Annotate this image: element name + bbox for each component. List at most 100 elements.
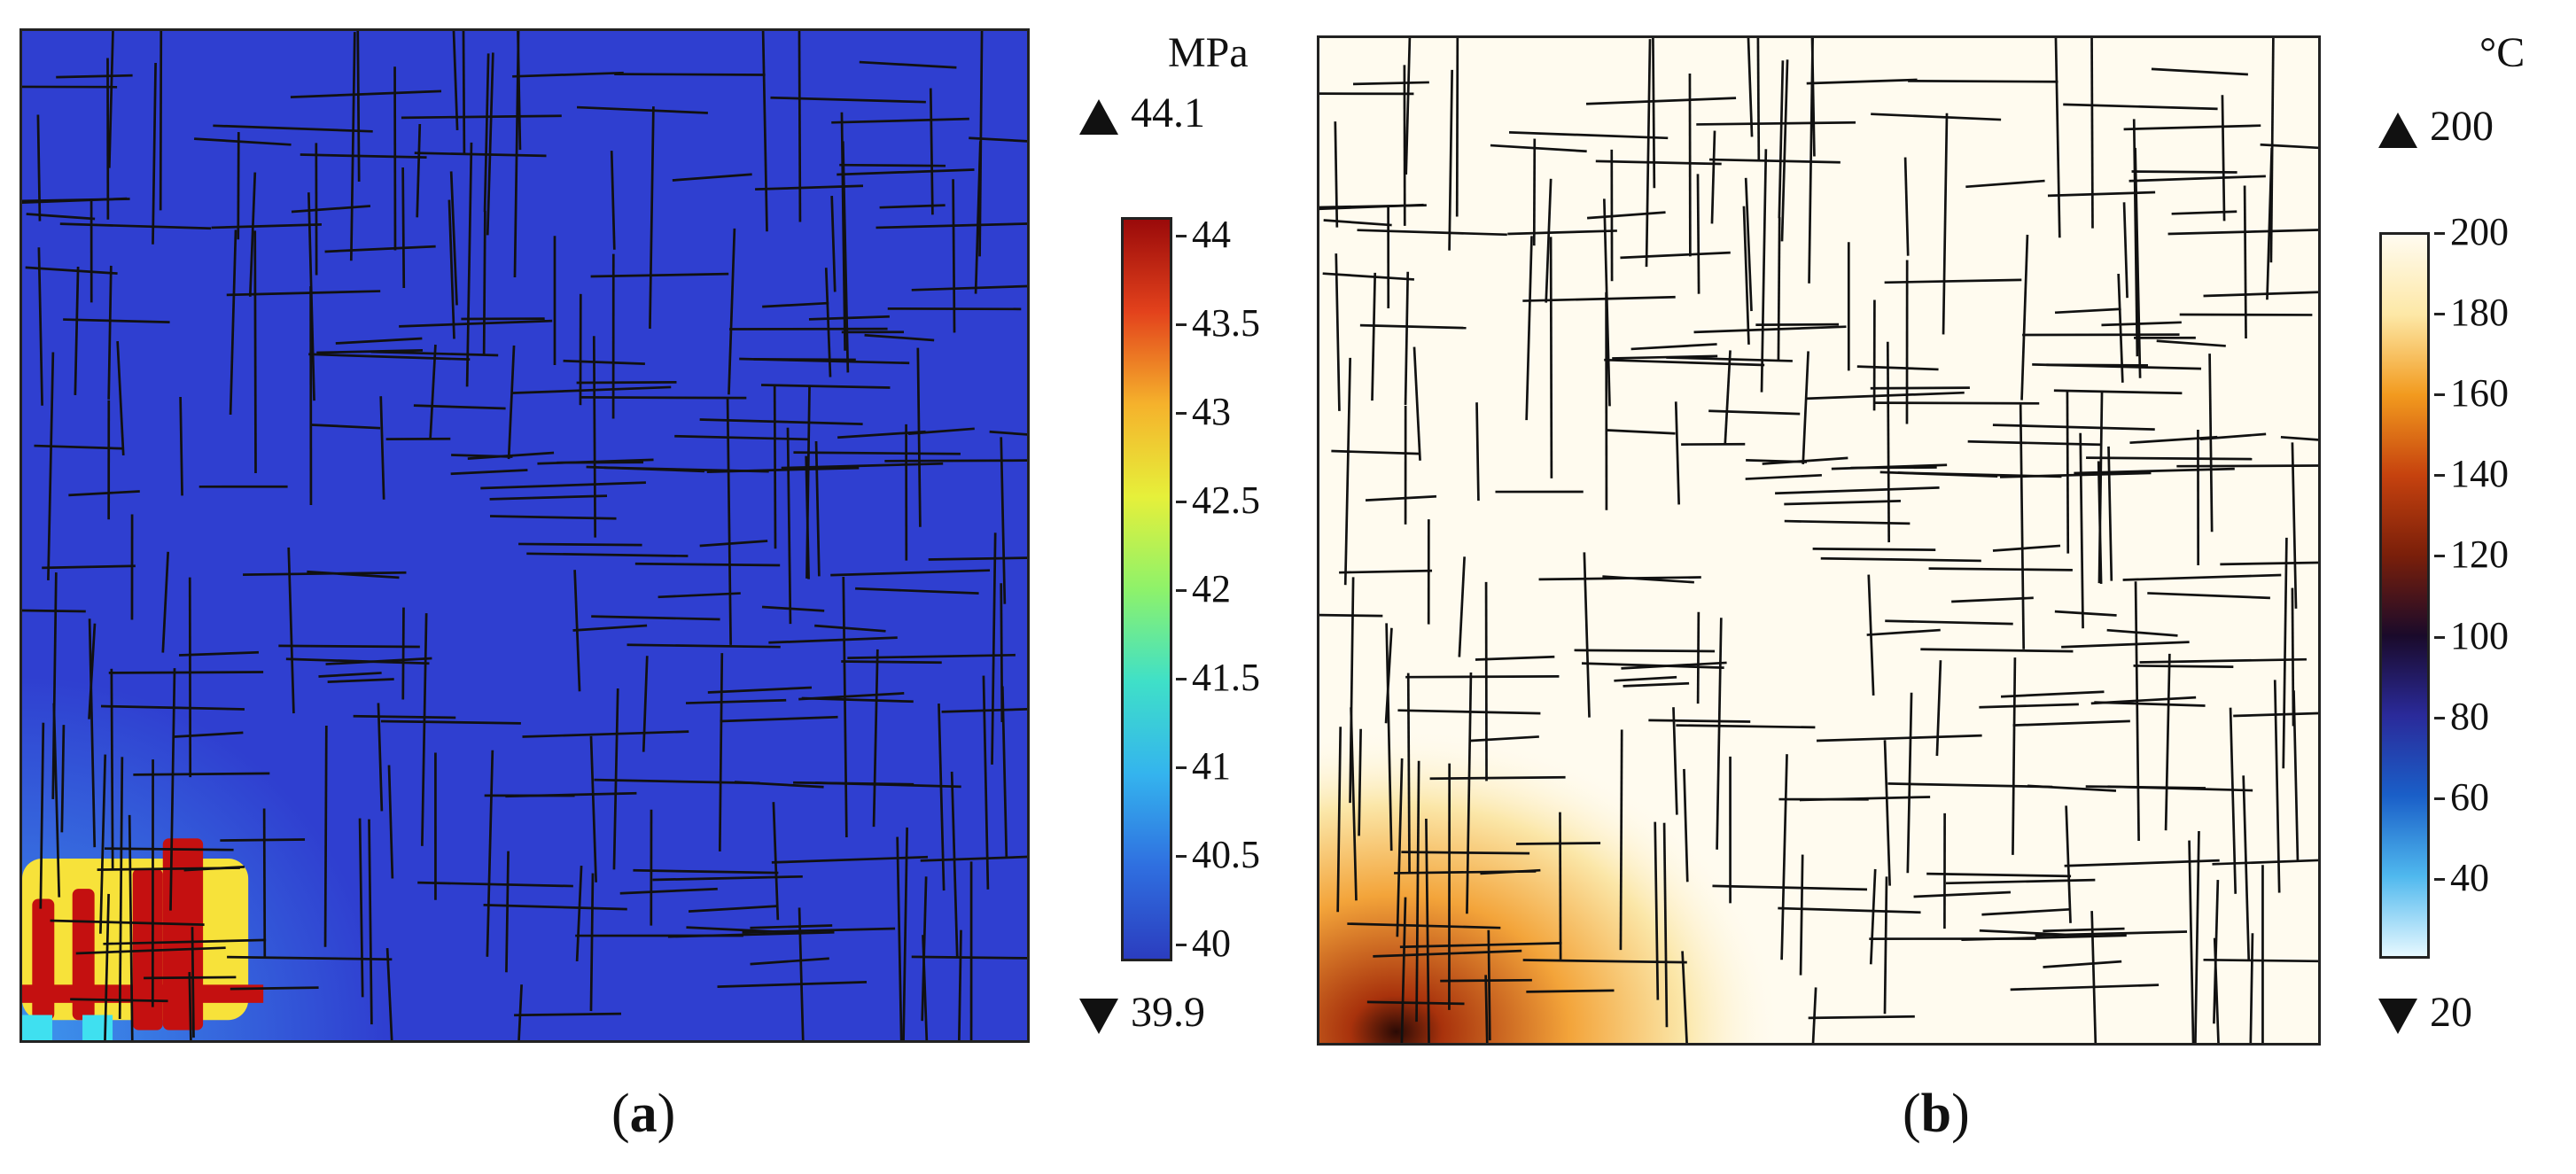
fracture-line: [2269, 38, 2275, 263]
fracture-line: [576, 381, 677, 385]
fracture-line: [768, 636, 898, 644]
fracture-line: [1812, 548, 1936, 551]
panel-a: MPa 44.1 44 43.5 43 42.5 42 41.5 41 40.5 40 39.9…: [19, 28, 1260, 1144]
fracture-line: [36, 114, 42, 222]
fracture-line: [174, 731, 244, 738]
fracture-line: [808, 315, 890, 321]
fracture-line: [1545, 178, 1553, 303]
fracture-line: [356, 31, 361, 183]
fracture-line: [859, 60, 957, 69]
fracture-line: [1820, 556, 1981, 563]
fracture-line: [1574, 649, 1716, 653]
fracture-line: [1607, 429, 1676, 435]
fracture-line: [1886, 341, 1891, 543]
fracture-line: [589, 873, 595, 1012]
triangle-down-icon: [2378, 998, 2417, 1034]
fracture-line: [401, 167, 406, 288]
fracture-line: [2133, 665, 2234, 669]
fracture-line: [2122, 573, 2282, 581]
fracture-line: [770, 96, 926, 104]
fracture-line: [573, 570, 581, 692]
fracture-line: [1965, 179, 2045, 189]
fracture-line: [1742, 206, 1750, 345]
fracture-line: [194, 137, 292, 146]
fracture-line: [285, 657, 430, 665]
fracture-line: [1712, 884, 1868, 891]
fracture-line: [938, 703, 946, 891]
fracture-line: [42, 564, 136, 570]
fracture-line: [169, 668, 176, 911]
fracture-line: [2233, 711, 2318, 718]
unit-label: °C: [2479, 29, 2525, 76]
colorbar-tick-label: 60: [2434, 774, 2489, 819]
fracture-line: [60, 725, 66, 833]
fracture-line: [2117, 273, 2124, 383]
fracture-line: [1470, 735, 1539, 742]
fracture-line: [1887, 782, 2053, 789]
fracture-line: [1802, 351, 1809, 465]
fracture-line: [1652, 38, 1656, 189]
fracture-line: [2107, 446, 2113, 581]
fracture-line: [1674, 401, 1680, 505]
fracture-line: [1696, 174, 1700, 294]
fracture-line: [1811, 987, 1817, 1043]
fracture-line: [2000, 690, 2105, 698]
fracture-line: [1000, 437, 1007, 604]
fracture-line: [761, 384, 891, 389]
fracture-line: [839, 163, 946, 167]
fracture-line: [104, 893, 110, 1040]
fracture-line: [563, 359, 645, 365]
fracture-line: [1630, 343, 1717, 351]
fracture-line: [594, 778, 760, 785]
fracture-line: [798, 907, 805, 1040]
colorbar: [2379, 232, 2430, 959]
colorbar-tick-label: 40: [1176, 921, 1231, 965]
fracture-line: [213, 124, 373, 133]
triangle-down-icon: [1079, 998, 1118, 1034]
fracture-line: [1867, 574, 1875, 696]
fracture-line: [1508, 130, 1669, 140]
fracture-line: [1343, 357, 1352, 586]
fracture-line: [377, 703, 384, 812]
fracture-line: [798, 31, 802, 222]
fracture-line: [1683, 768, 1689, 882]
fracture-line: [1992, 544, 2061, 552]
fracture-line: [824, 268, 832, 377]
fracture-line: [941, 707, 1027, 713]
fracture-line: [626, 643, 781, 649]
fracture-line: [2054, 610, 2117, 617]
fracture-line: [1612, 354, 1718, 360]
fracture-line: [1883, 740, 1891, 886]
fracture-line: [1979, 929, 2090, 937]
fracture-line: [1808, 1015, 1915, 1020]
fracture-line: [1981, 907, 2070, 916]
fracture-line: [324, 245, 436, 253]
fracture-line: [2066, 391, 2070, 554]
fracture-line: [358, 818, 364, 998]
fracture-line: [957, 929, 962, 1040]
stress-field-plot: [19, 28, 1030, 1043]
fracture-line: [486, 750, 494, 957]
fracture-line: [1645, 39, 1652, 268]
stress-field-heatmap: [22, 31, 1027, 1040]
fracture-line: [1475, 402, 1480, 501]
fracture-line: [1339, 569, 1433, 574]
fracture-line: [2123, 124, 2261, 131]
fracture-line: [1906, 692, 1913, 874]
fracture-line: [718, 653, 724, 851]
fracture-line: [1866, 628, 1941, 636]
fracture-line: [1319, 613, 1383, 618]
fracture-line: [1672, 707, 1678, 815]
fracture-line: [1648, 719, 1751, 723]
fracture-line: [921, 876, 928, 1022]
fracture-line: [75, 946, 226, 955]
max-value-marker: 44.1: [1079, 89, 1205, 137]
triangle-up-icon: [2378, 112, 2417, 148]
fracture-line: [118, 757, 124, 1020]
fracture-line: [2097, 391, 2104, 584]
fracture-line: [707, 686, 813, 694]
fracture-line: [1334, 121, 1339, 228]
fracture-line: [2203, 958, 2318, 963]
fracture-line: [2010, 984, 2160, 991]
fracture-line: [739, 357, 910, 365]
